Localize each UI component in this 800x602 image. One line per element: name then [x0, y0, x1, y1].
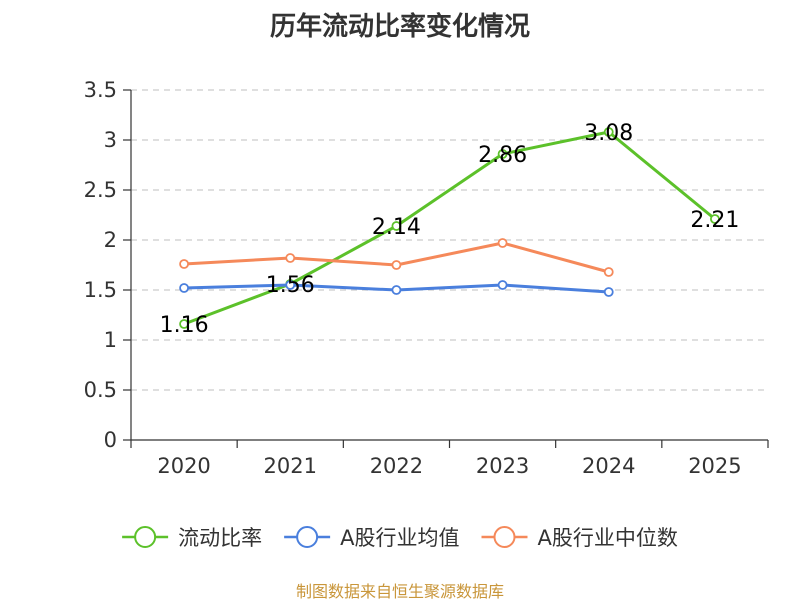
data-point	[391, 260, 402, 270]
data-point	[179, 283, 189, 293]
x-tick-label: 2023	[476, 454, 529, 478]
data-point	[710, 214, 720, 224]
x-tick-label: 2025	[688, 454, 741, 478]
y-tick-label: 2.5	[84, 178, 117, 202]
data-point	[497, 238, 508, 248]
source-note: 制图数据来自恒生聚源数据库	[295, 582, 504, 601]
x-tick-label: 2022	[370, 454, 423, 478]
data-label: 2.14	[372, 215, 421, 240]
data-point	[285, 280, 296, 290]
y-tick-label: 0	[104, 428, 117, 452]
y-tick-label: 1.5	[84, 278, 117, 302]
data-point	[391, 221, 402, 231]
data-label: 1.56	[266, 273, 315, 298]
data-point	[391, 285, 402, 295]
data-point	[285, 253, 296, 263]
x-tick-label: 2020	[157, 454, 210, 478]
data-point	[603, 287, 614, 297]
data-label: 1.16	[160, 313, 209, 338]
data-point	[179, 319, 189, 329]
data-label: 3.08	[584, 121, 633, 146]
legend-marker	[296, 526, 319, 548]
legend-item[interactable]: A股行业均值	[284, 526, 460, 550]
legend-marker	[134, 526, 157, 548]
legend-item[interactable]: A股行业中位数	[481, 526, 678, 550]
data-point	[603, 127, 614, 137]
y-tick-label: 3.5	[84, 78, 117, 102]
chart-title: 历年流动比率变化情况	[269, 12, 530, 42]
data-point	[497, 280, 508, 290]
y-tick-label: 3	[104, 128, 117, 152]
legend-label: A股行业均值	[340, 526, 459, 550]
y-tick-label: 2	[104, 228, 117, 252]
data-point	[497, 149, 508, 159]
series-line-0	[183, 130, 716, 326]
legend-marker	[493, 526, 516, 548]
y-tick-label: 0.5	[84, 378, 117, 402]
legend[interactable]: 流动比率 A股行业均值 A股行业中位数	[122, 526, 678, 550]
y-tick-label: 1	[104, 328, 117, 352]
series-lines	[179, 127, 720, 329]
legend-label: A股行业中位数	[538, 526, 678, 550]
axes: 0 0.5 1 1.5 2 2.5 3 3.5 2020 2021 2022 2023 2024 2025	[84, 78, 769, 478]
data-point	[179, 259, 189, 269]
gridlines	[131, 89, 768, 391]
x-tick-label: 2024	[582, 454, 635, 478]
data-label: 2.86	[478, 143, 527, 168]
data-point	[603, 267, 614, 277]
data-labels: 1.16 1.56 2.14 2.86 3.08 2.21	[160, 121, 740, 338]
data-label: 2.21	[690, 208, 739, 233]
x-tick-label: 2021	[264, 454, 317, 478]
legend-item[interactable]: 流动比率	[122, 526, 262, 550]
legend-label: 流动比率	[178, 526, 262, 550]
